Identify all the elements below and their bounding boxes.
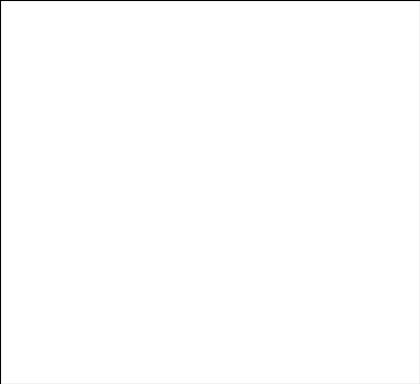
Text: GSM266061: GSM266061 bbox=[172, 221, 181, 276]
Bar bbox=[69, 283, 88, 292]
Title: GDS3387 / 1439080_at: GDS3387 / 1439080_at bbox=[134, 30, 296, 44]
FancyBboxPatch shape bbox=[139, 220, 214, 276]
Bar bbox=[239, 86, 270, 218]
Bar bbox=[69, 313, 88, 321]
FancyBboxPatch shape bbox=[62, 220, 136, 276]
Text: rank, Detection Call = ABSENT: rank, Detection Call = ABSENT bbox=[98, 326, 248, 336]
Text: GSM266063: GSM266063 bbox=[94, 221, 103, 276]
Text: GSM266064: GSM266064 bbox=[327, 221, 336, 275]
FancyBboxPatch shape bbox=[294, 220, 369, 276]
Bar bbox=[69, 328, 88, 336]
Bar bbox=[69, 298, 88, 306]
Text: count: count bbox=[98, 282, 126, 292]
Text: value, Detection Call = ABSENT: value, Detection Call = ABSENT bbox=[98, 312, 253, 322]
Bar bbox=[84, 70, 115, 218]
FancyBboxPatch shape bbox=[217, 220, 291, 276]
Text: percentile rank within the sample: percentile rank within the sample bbox=[98, 297, 263, 307]
Text: GSM266062: GSM266062 bbox=[249, 221, 258, 275]
Bar bbox=[324, 169, 339, 218]
